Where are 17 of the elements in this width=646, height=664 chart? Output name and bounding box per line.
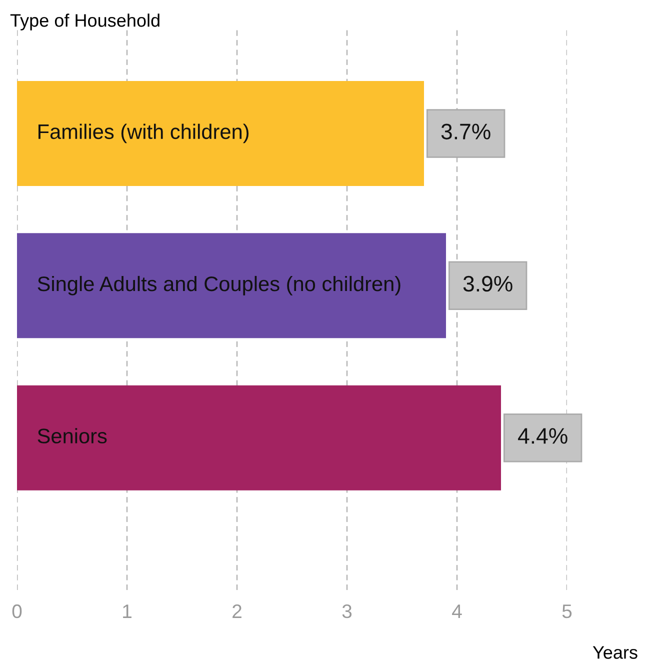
- bar: [17, 80, 424, 186]
- x-tick-label: 0: [12, 604, 22, 618]
- x-tick-label: 2: [232, 604, 242, 618]
- x-tick-label: 1: [123, 604, 132, 618]
- x-axis-title: Years: [592, 646, 638, 659]
- y-tick-label: Families (with children): [38, 124, 249, 144]
- x-tick-label: 5: [562, 604, 572, 618]
- bar: [17, 385, 501, 490]
- y-axis-title: Type of Household: [10, 14, 160, 30]
- data-label: 4.4%: [518, 428, 568, 444]
- data-label: 3.7%: [441, 124, 490, 140]
- y-tick-label: Seniors: [38, 428, 107, 444]
- data-label: 3.9%: [463, 276, 512, 292]
- y-tick-label: Single Adults and Couples (no children): [38, 276, 400, 296]
- x-tick-label: 4: [452, 604, 462, 618]
- bar: [17, 233, 446, 338]
- x-tick-label: 3: [342, 604, 352, 618]
